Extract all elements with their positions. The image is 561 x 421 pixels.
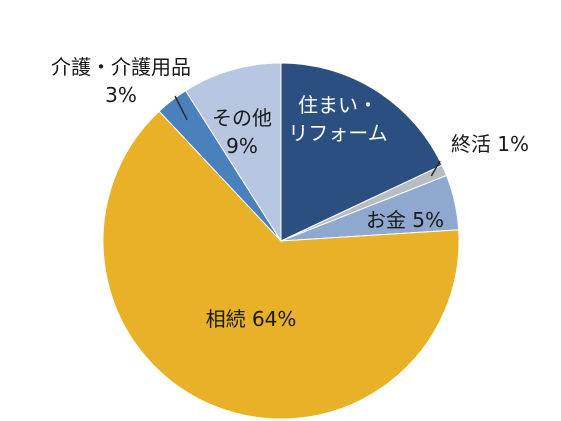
pie-slice-sonota xyxy=(184,62,282,243)
pie-label-line: 3% xyxy=(105,83,137,107)
pie-label-line: 介護・介護用品 xyxy=(51,55,191,79)
pie-slices xyxy=(102,62,460,420)
pie-label-sonota: その他 9% xyxy=(212,106,272,158)
pie-label-line: 相続 64% xyxy=(206,307,297,331)
pie-label-shukatsu: 終活 1% xyxy=(451,132,529,156)
pie-labels: 住まい・リフォーム 終活 1%お金 5%相続 64%介護・介護用品 3%その他 9% xyxy=(51,55,529,331)
pie-label-line: お金 5% xyxy=(366,208,444,232)
leader-line-shukatsu xyxy=(430,160,441,177)
leader-line-kaigo xyxy=(174,95,188,121)
pie-label-line: 住まい・ xyxy=(298,93,378,117)
pie-label-line: その他 xyxy=(212,106,272,130)
pie-label-kaigo: 介護・介護用品 3% xyxy=(51,55,191,107)
leader-lines xyxy=(174,95,441,177)
pie-slice-sumai xyxy=(280,62,443,242)
pie-slice-souzoku xyxy=(102,110,460,420)
pie-label-souzoku: 相続 64% xyxy=(206,307,297,331)
pie-label-okane: お金 5% xyxy=(366,208,444,232)
pie-label-line: 終活 1% xyxy=(451,132,529,156)
pie-label-line: リフォーム xyxy=(288,121,387,145)
pie-label-sumai: 住まい・リフォーム xyxy=(288,93,387,145)
pie-label-line: 9% xyxy=(226,134,258,158)
